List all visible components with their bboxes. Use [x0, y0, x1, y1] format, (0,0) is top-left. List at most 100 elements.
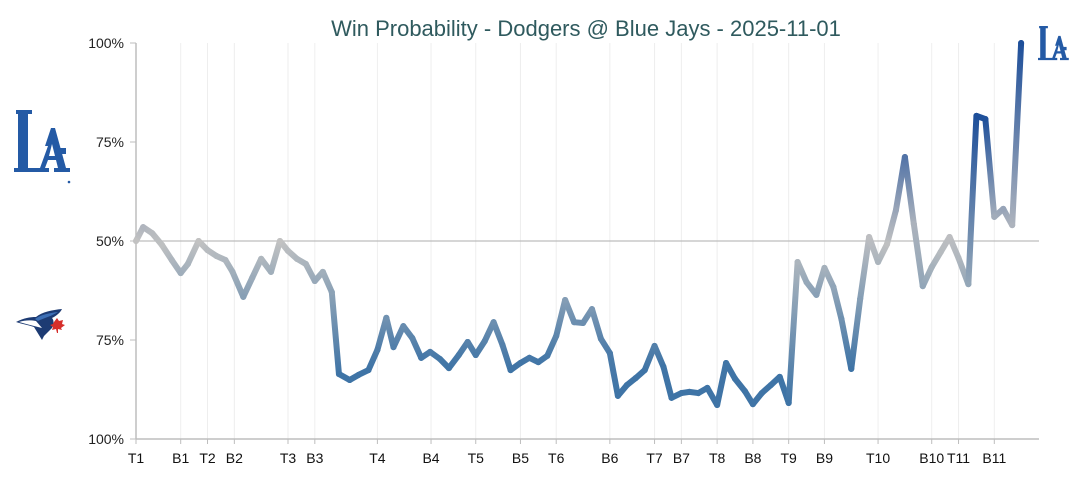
y-tick-label: 100%: [88, 35, 124, 51]
wp-data-point: [365, 367, 372, 374]
wp-data-point: [535, 359, 542, 366]
wp-data-point: [919, 283, 926, 290]
wp-line-segment: [562, 297, 578, 326]
wp-data-point: [409, 335, 416, 342]
wp-data-point: [875, 258, 882, 265]
wp-line-segment: [982, 116, 998, 220]
axes: [135, 43, 1039, 440]
wp-line-segment: [884, 207, 899, 248]
wp-line-segment: [785, 258, 801, 406]
wp-data-point: [660, 363, 667, 370]
wp-data-point: [1000, 205, 1007, 212]
x-tick-label: B2: [226, 450, 243, 466]
x-tick-label: B10: [919, 450, 944, 466]
wp-data-point: [714, 401, 721, 408]
wp-data-point: [884, 241, 891, 248]
x-tick-label: T8: [709, 450, 726, 466]
wp-data-point: [857, 295, 864, 302]
wp-data-point: [937, 249, 944, 256]
wp-data-point: [455, 352, 462, 359]
wp-data-point: [991, 213, 998, 220]
wp-data-point: [472, 352, 479, 359]
wp-data-point: [973, 112, 980, 119]
wp-line-segment: [499, 342, 514, 374]
wp-data-point: [319, 268, 326, 275]
wp-data-point: [499, 342, 506, 349]
wp-data-point: [374, 346, 381, 353]
wp-line-segment: [910, 220, 926, 290]
wp-data-point: [597, 335, 604, 342]
wp-data-point: [704, 384, 711, 391]
wp-data-point: [213, 253, 220, 260]
wp-data-point: [249, 274, 256, 281]
wp-data-point: [562, 297, 569, 304]
x-tick-label: B4: [422, 450, 439, 466]
series-layer: [133, 40, 1025, 408]
wp-line-segment: [875, 241, 891, 265]
wp-data-point: [490, 319, 497, 326]
x-tick-label: T9: [780, 450, 797, 466]
wp-line-segment: [606, 350, 621, 399]
wp-data-point: [293, 255, 300, 262]
wp-line-segment: [813, 264, 828, 298]
wp-data-point: [240, 293, 247, 300]
wp-line-segment: [240, 274, 256, 300]
wp-line-segment: [965, 112, 980, 288]
chart-title: Win Probability - Dodgers @ Blue Jays - …: [331, 16, 841, 41]
wp-data-point: [276, 238, 283, 244]
wp-line-segment: [723, 359, 739, 382]
wp-data-point: [427, 348, 434, 355]
wp-line-segment: [588, 306, 604, 342]
y-axis-ticks: 100% 75% 50% 75% 100%: [88, 35, 136, 447]
wp-line-segment: [946, 234, 962, 262]
x-tick-label: B1: [172, 450, 189, 466]
x-tick-label: T6: [548, 450, 565, 466]
x-tick-label: T1: [128, 450, 145, 466]
wp-data-point: [866, 234, 873, 241]
wp-line-segment: [268, 238, 283, 275]
wp-line-segment: [830, 283, 845, 323]
wp-data-point: [229, 268, 236, 275]
wp-data-point: [445, 365, 452, 372]
wp-line-segment: [641, 342, 658, 374]
x-tick-label: B5: [512, 450, 529, 466]
wp-data-point: [946, 234, 953, 241]
x-tick-label: T3: [280, 450, 297, 466]
x-tick-label: T4: [369, 450, 386, 466]
wp-data-point: [335, 371, 342, 378]
wp-data-point: [204, 247, 211, 254]
wp-data-point: [436, 356, 443, 363]
wp-data-point: [355, 371, 362, 378]
x-tick-label: B9: [816, 450, 833, 466]
x-tick-label: B6: [601, 450, 618, 466]
wp-data-point: [328, 289, 335, 296]
wp-data-point: [553, 333, 560, 340]
wp-data-point: [1009, 222, 1016, 229]
x-tick-label: T11: [947, 450, 970, 466]
wp-data-point: [149, 230, 156, 237]
y-tick-label: 75%: [96, 134, 124, 150]
wp-line-segment: [544, 333, 560, 359]
wp-line-segment: [821, 264, 837, 290]
wp-data-point: [302, 260, 309, 267]
wp-data-point: [928, 264, 935, 271]
wp-data-point: [678, 390, 685, 397]
wp-line-segment: [794, 258, 810, 286]
wp-data-point: [140, 224, 147, 231]
wp-data-point: [767, 382, 774, 389]
wp-data-point: [668, 394, 675, 401]
wp-data-point: [418, 354, 425, 361]
x-tick-label: B3: [306, 450, 323, 466]
wp-data-point: [955, 255, 962, 262]
wp-data-point: [632, 375, 639, 382]
wp-line-segment: [328, 289, 342, 378]
wp-line-segment: [553, 297, 569, 340]
wp-data-point: [686, 388, 693, 395]
wp-line-segment: [857, 234, 873, 302]
wp-line-segment: [1009, 40, 1025, 229]
wp-data-point: [606, 350, 613, 357]
bluejays-logo-icon: [16, 309, 65, 340]
x-tick-label: B11: [982, 450, 1006, 466]
x-tick-label: T2: [199, 450, 216, 466]
